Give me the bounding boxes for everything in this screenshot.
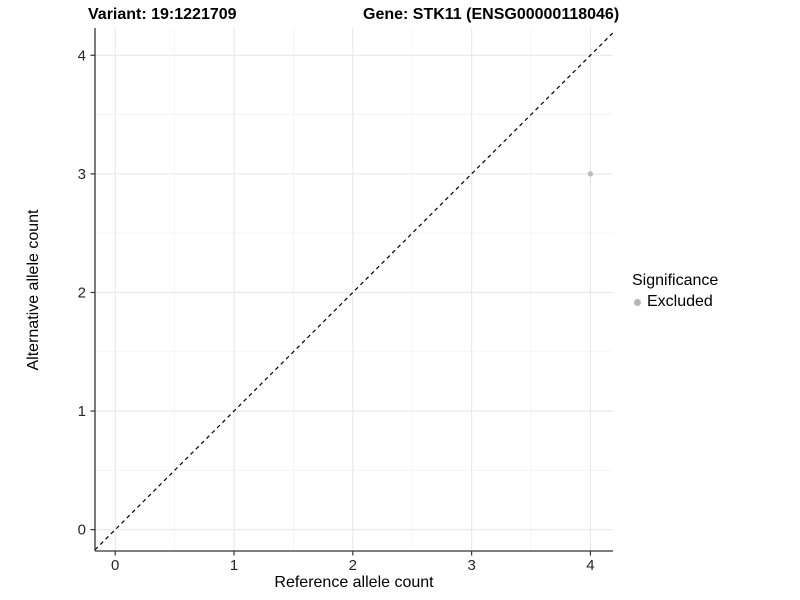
legend-title: Significance (632, 272, 719, 289)
x-tick-label: 0 (111, 557, 119, 574)
x-tick-label: 3 (467, 557, 475, 574)
y-axis-label: Alternative allele count (25, 209, 42, 371)
y-tick-label: 1 (78, 403, 86, 420)
legend-entry-label: Excluded (647, 293, 713, 310)
x-tick-label: 2 (349, 557, 357, 574)
y-tick-label: 4 (78, 47, 86, 64)
identity-line (94, 32, 614, 551)
y-tick-label: 2 (78, 284, 86, 301)
y-tick-label: 3 (78, 166, 86, 183)
legend-entry-excluded: Excluded (630, 293, 718, 311)
variant-title: Variant: 19:1221709 (88, 6, 237, 23)
x-tick-label: 4 (586, 557, 594, 574)
legend-dot-icon (634, 298, 641, 306)
x-tick-label: 1 (230, 557, 238, 574)
legend: Significance Excluded (630, 272, 718, 311)
data-point (587, 171, 594, 177)
x-axis-label: Reference allele count (274, 574, 434, 591)
gene-title: Gene: STK11 (ENSG00000118046) (363, 6, 620, 23)
y-tick-label: 0 (78, 522, 86, 539)
